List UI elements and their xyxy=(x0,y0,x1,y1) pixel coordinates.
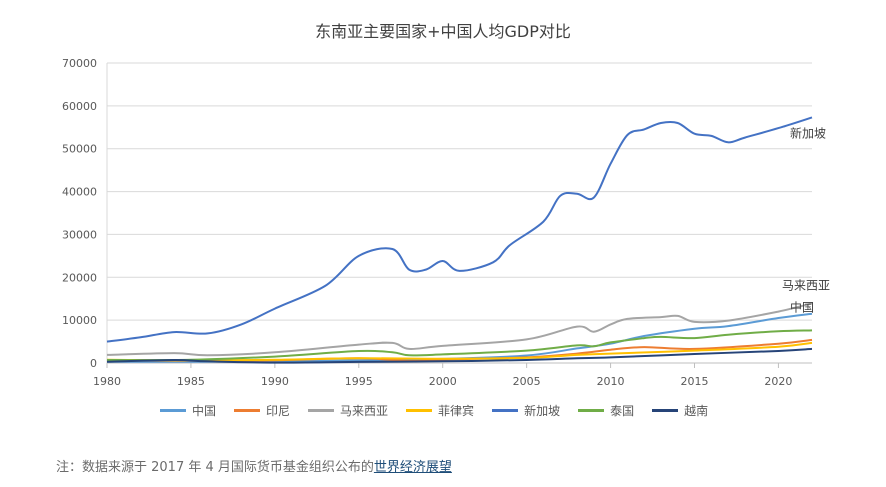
source-link[interactable]: 世界经济展望 xyxy=(373,460,452,475)
y-tick-label: 0 xyxy=(90,357,97,370)
end-label: 新加坡 xyxy=(790,125,826,140)
y-tick-label: 40000 xyxy=(62,186,97,199)
legend-item: 越南 xyxy=(652,401,708,419)
y-tick-label: 60000 xyxy=(62,100,97,113)
x-tick-label: 2010 xyxy=(597,375,625,388)
legend-item: 印尼 xyxy=(234,401,290,419)
series-line-6 xyxy=(106,347,813,364)
legend-swatch xyxy=(308,408,335,412)
legend-label: 印尼 xyxy=(266,403,291,418)
y-tick-label: 20000 xyxy=(62,271,97,284)
legend-label: 泰国 xyxy=(610,403,635,418)
series-lines xyxy=(106,116,813,364)
legend-swatch xyxy=(234,408,261,412)
x-tick-label: 1985 xyxy=(177,375,205,388)
source-note-text: 注：数据来源于 2017 年 4 月国际货币基金组织公布的 xyxy=(56,460,374,475)
legend-label: 越南 xyxy=(684,403,709,418)
series-line-5 xyxy=(106,329,813,362)
x-tick-label: 2000 xyxy=(429,375,457,388)
end-label: 中国 xyxy=(790,300,814,315)
x-tick-label: 2015 xyxy=(681,375,709,388)
y-tick-label: 10000 xyxy=(62,314,97,327)
legend-item: 中国 xyxy=(160,401,216,419)
legend-item: 泰国 xyxy=(578,401,634,419)
legend-swatch xyxy=(160,408,186,412)
line-chart: 0 10000 20000 30000 40000 50000 60000 70000 1980… xyxy=(62,57,830,388)
axes: 0 10000 20000 30000 40000 50000 60000 70000 1980… xyxy=(62,57,812,388)
series-line-4 xyxy=(106,116,813,343)
y-tick-label: 30000 xyxy=(62,228,97,241)
legend-label: 马来西亚 xyxy=(340,403,389,418)
legend-swatch xyxy=(492,408,519,412)
x-tick-label: 1980 xyxy=(93,375,121,388)
chart-title: 东南亚主要国家+中国人均GDP对比 xyxy=(315,22,571,41)
legend-item: 马来西亚 xyxy=(308,401,388,419)
legend-label: 中国 xyxy=(192,403,217,418)
series-line-2 xyxy=(106,302,813,357)
legend-item: 新加坡 xyxy=(492,401,560,419)
x-tick-label: 2020 xyxy=(764,375,792,388)
grid-lines xyxy=(106,62,812,364)
x-tick-label: 1995 xyxy=(345,375,373,388)
x-tick-label: 1990 xyxy=(261,375,289,388)
series-line-3 xyxy=(106,341,813,362)
legend-label: 新加坡 xyxy=(524,403,561,418)
legend-item: 菲律宾 xyxy=(406,401,474,419)
legend-swatch xyxy=(406,408,433,412)
x-tick-label: 2005 xyxy=(513,375,541,388)
legend-swatch xyxy=(578,408,605,412)
legend: 中国 印尼 马来西亚 菲律宾 新加坡 泰国 越南 xyxy=(160,401,726,419)
y-tick-label: 50000 xyxy=(62,143,97,156)
source-note: 注：数据来源于 2017 年 4 月国际货币基金组织公布的世界经济展望 xyxy=(56,456,452,475)
legend-label: 菲律宾 xyxy=(438,403,475,418)
end-label: 马来西亚 xyxy=(782,278,830,292)
y-tick-label: 70000 xyxy=(62,57,97,70)
legend-swatch xyxy=(652,408,679,412)
